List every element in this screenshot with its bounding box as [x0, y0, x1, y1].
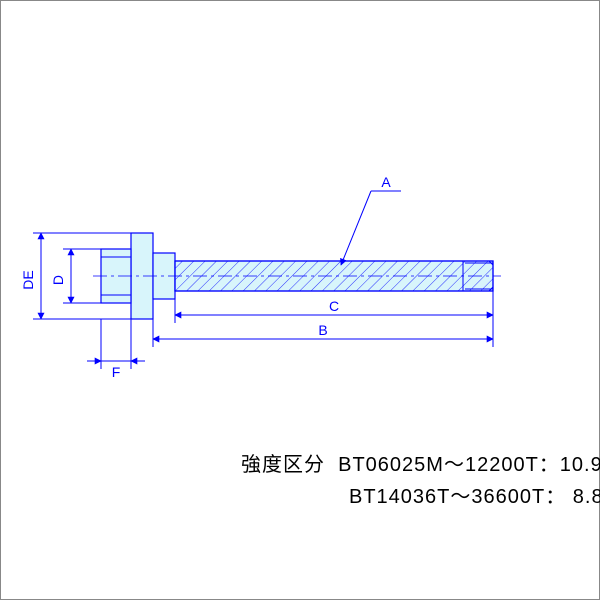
strength-range-1: BT14036T～36600T: [349, 486, 545, 508]
dim-B: B: [153, 291, 493, 347]
drawing-canvas: D DE F B C A 強度区分 BT06025M～1220: [0, 0, 600, 600]
dim-C: C: [175, 291, 493, 323]
svg-text:D: D: [50, 275, 66, 285]
strength-classification: 強度区分 BT06025M～12200T：10.9 BT14036T～36600…: [241, 449, 600, 513]
strength-value-1: 8.8: [573, 486, 600, 508]
strength-heading: 強度区分: [241, 454, 325, 476]
svg-text:B: B: [318, 322, 327, 338]
svg-text:DE: DE: [20, 270, 36, 289]
svg-text:C: C: [329, 298, 339, 314]
svg-text:A: A: [381, 174, 391, 190]
label-A: A: [341, 174, 401, 265]
dim-F: F: [87, 319, 145, 380]
strength-value-0: 10.9: [560, 454, 600, 476]
strength-range-0: BT06025M～12200T: [338, 454, 539, 476]
svg-text:F: F: [112, 364, 121, 380]
